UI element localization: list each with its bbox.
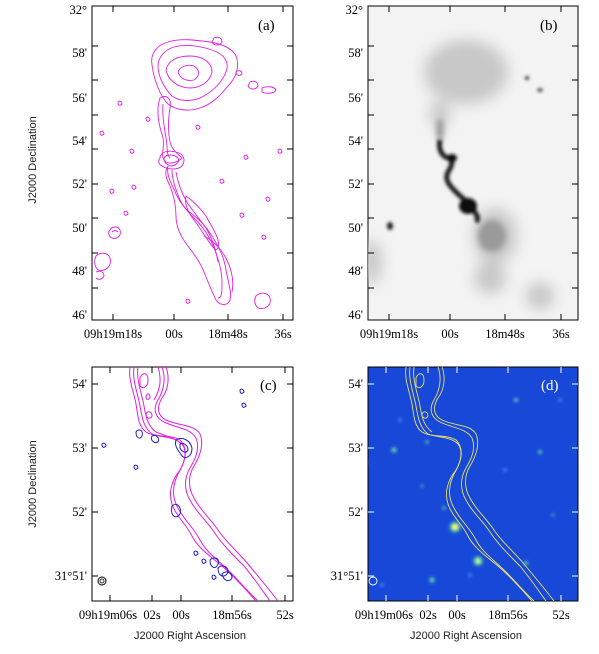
- panel-b-ra-tick-2: 18m48s: [485, 327, 525, 341]
- panel-b-dec-tick-5: 50': [348, 221, 363, 235]
- panel-b-dec-tick-3: 54': [348, 134, 363, 148]
- panel-a: (a) 32° 58' 56' 54' 52' 50' 48' 46' 09h1…: [27, 3, 294, 341]
- panel-b-ra-ticks: 09h19m18s 00s 18m48s 36s: [360, 327, 570, 341]
- panel-c: (c) 54' 53' 52' 31°51' 09h19m06s 02s 00s…: [27, 366, 294, 642]
- panel-a-dec-ticks: 32° 58' 56' 54' 52' 50' 48' 46': [70, 3, 88, 322]
- panel-b-dec-tick-6: 48': [348, 264, 363, 278]
- panel-a-ra-tick-3: 36s: [274, 327, 292, 341]
- panel-a-dec-tick-4: 52': [72, 177, 87, 191]
- panel-d-dec-tick-3: 31°51': [331, 569, 363, 583]
- panel-b-dec-ticks: 32° 58' 56' 54' 52' 50' 48' 46': [346, 3, 364, 322]
- panel-d-dec-tick-2: 52': [348, 505, 363, 519]
- panel-b-dec-tick-7: 46': [348, 308, 363, 322]
- panel-c-ra-ticks: 09h19m06s 02s 00s 18m56s 52s: [79, 608, 294, 622]
- panel-b-image: [368, 40, 554, 310]
- panel-d-dec-tick-1: 53': [348, 441, 363, 455]
- panel-a-ra-tick-0: 09h19m18s: [84, 327, 142, 341]
- panel-c-ra-tick-2: 00s: [172, 608, 190, 622]
- panel-c-contours: [97, 367, 279, 601]
- panel-d: (d) 54' 53' 52' 31°51' 09h19m06s 02s 00s…: [331, 366, 579, 642]
- panel-d-xlabel: J2000 Right Ascension: [410, 630, 522, 642]
- panel-a-dec-tick-2: 56': [72, 91, 87, 105]
- panel-b-ra-tick-0: 09h19m18s: [360, 327, 418, 341]
- panel-b-dec-tick-0: 32°: [346, 3, 364, 17]
- panel-b-ra-tick-3: 36s: [552, 327, 570, 341]
- panel-d-frame: [367, 366, 579, 602]
- panel-d-dec-ticks: 54' 53' 52' 31°51': [331, 377, 363, 583]
- panel-a-dec-tick-7: 46': [72, 308, 87, 322]
- panel-d-ra-tick-1: 02s: [419, 608, 437, 622]
- panel-b-dec-tick-1: 58': [348, 46, 363, 60]
- panel-d-ra-tick-0: 09h19m06s: [355, 608, 413, 622]
- panel-d-label: (d): [541, 378, 559, 394]
- panel-a-ticks: [92, 6, 293, 320]
- panel-c-xlabel: J2000 Right Ascension: [134, 630, 246, 642]
- panel-b-ticks: [368, 6, 578, 320]
- panel-d-dec-tick-0: 54': [348, 377, 363, 391]
- panel-c-ra-tick-0: 09h19m06s: [79, 608, 137, 622]
- panel-a-dec-tick-6: 48': [72, 264, 87, 278]
- panel-c-ra-tick-3: 18m56s: [212, 608, 252, 622]
- panel-a-dec-tick-5: 50': [72, 221, 87, 235]
- panel-d-ra-ticks: 09h19m06s 02s 00s 18m56s 52s: [355, 608, 570, 622]
- panel-c-dec-ticks: 54' 53' 52' 31°51': [55, 377, 87, 583]
- panel-c-dec-tick-3: 31°51': [55, 569, 87, 583]
- panel-d-ticks: [368, 367, 578, 601]
- panel-d-ra-tick-4: 52s: [552, 608, 570, 622]
- panel-c-frame: [91, 366, 294, 602]
- panel-c-dec-tick-0: 54': [72, 377, 87, 391]
- panel-c-ra-tick-4: 52s: [276, 608, 294, 622]
- panel-d-ra-tick-3: 18m56s: [488, 608, 528, 622]
- panel-a-dec-tick-3: 54': [72, 134, 87, 148]
- panel-b-ra-tick-1: 00s: [441, 327, 459, 341]
- panel-b-label: (b): [540, 18, 558, 34]
- panel-b-dec-tick-2: 56': [348, 91, 363, 105]
- panel-c-ylabel: J2000 Declination: [27, 440, 39, 527]
- panel-a-dec-tick-0: 32°: [70, 3, 88, 17]
- panel-c-dec-tick-1: 53': [72, 441, 87, 455]
- panel-a-frame: [91, 5, 294, 321]
- panel-a-ylabel: J2000 Declination: [27, 116, 39, 203]
- panel-d-image: [368, 367, 562, 601]
- panel-a-ra-ticks: 09h19m18s 00s 18m48s 36s: [84, 327, 292, 341]
- panel-a-contours: [94, 36, 283, 309]
- panel-a-dec-tick-1: 58': [72, 46, 87, 60]
- panel-a-ra-tick-1: 00s: [165, 327, 183, 341]
- panel-c-dec-tick-2: 52': [72, 505, 87, 519]
- panel-a-ra-tick-2: 18m48s: [208, 327, 248, 341]
- panel-c-label: (c): [260, 378, 277, 394]
- panel-a-label: (a): [258, 18, 275, 34]
- panel-b: (b) 32° 58' 56' 54' 52' 50' 48' 46' 09h1…: [346, 3, 579, 341]
- panel-c-ticks: [92, 367, 293, 601]
- panel-d-ra-tick-2: 00s: [448, 608, 466, 622]
- panel-c-ra-tick-1: 02s: [143, 608, 161, 622]
- panel-b-dec-tick-4: 52': [348, 177, 363, 191]
